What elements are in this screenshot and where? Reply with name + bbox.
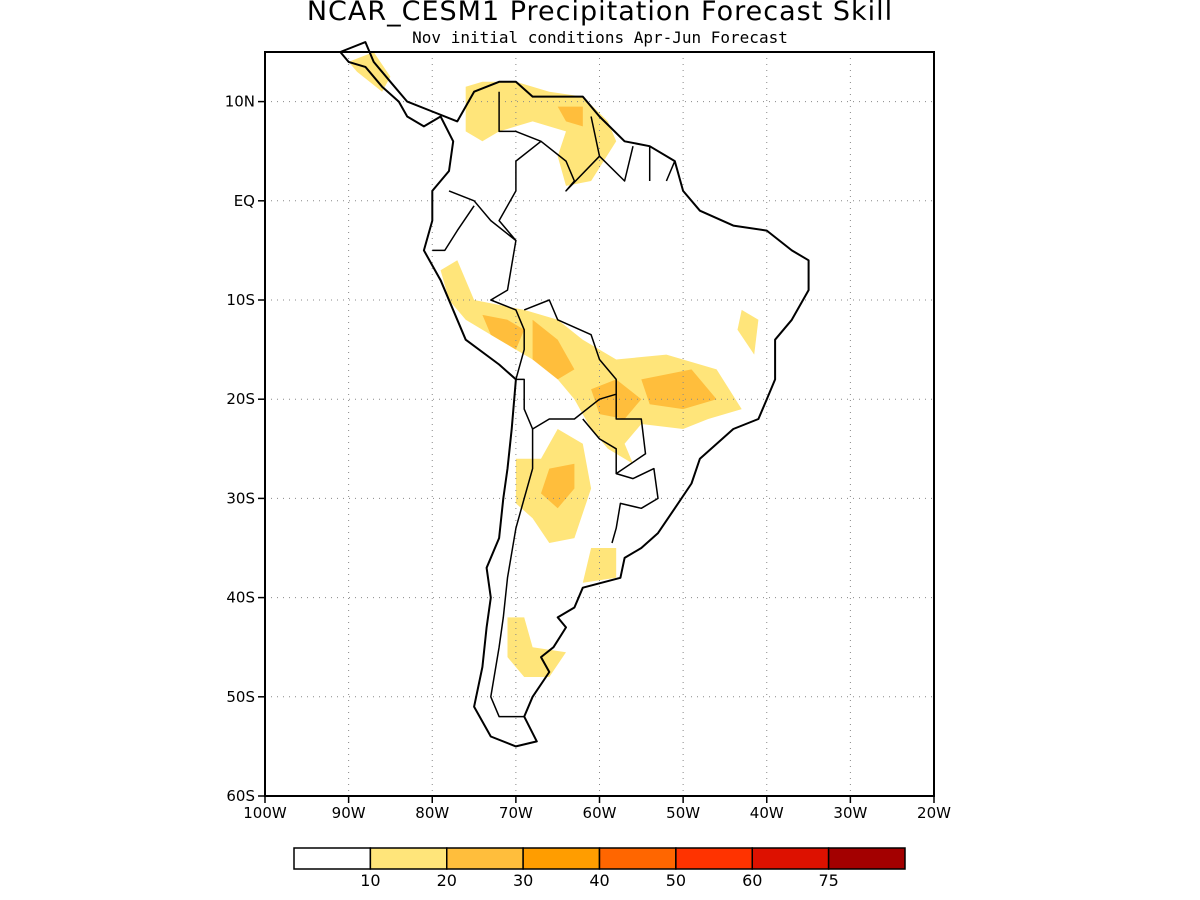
colorbar: 10 20 30 40 50 60 75: [293, 847, 906, 890]
lon-tick-label: 40W: [750, 804, 784, 822]
lat-tick-label: EQ: [234, 192, 255, 210]
skill-region-buenos-aires: [582, 548, 617, 583]
colorbar-swatch: [293, 847, 372, 870]
colorbar-label: 20: [437, 871, 457, 890]
country-border: [432, 205, 475, 252]
lon-tick-label: 30W: [833, 804, 867, 822]
lat-tick-label: 20S: [226, 390, 255, 408]
lon-tick-label: 50W: [666, 804, 700, 822]
lon-tick-label: 90W: [332, 804, 366, 822]
country-border: [448, 91, 542, 242]
lon-tick-label: 80W: [415, 804, 449, 822]
skill-region-peru-bolivia-brazil: [440, 260, 742, 464]
colorbar-swatch: [827, 847, 906, 870]
country-border: [582, 394, 647, 475]
colorbar-label: 40: [589, 871, 609, 890]
lat-tick-label: 10N: [225, 93, 255, 111]
colorbar-swatch: [369, 847, 448, 870]
country-border: [611, 467, 659, 544]
country-border: [665, 160, 676, 182]
chart-title: NCAR_CESM1 Precipitation Forecast Skill: [306, 0, 894, 27]
colorbar-label: 30: [513, 871, 533, 890]
colorbar-swatch: [598, 847, 677, 870]
colorbar-label: 10: [360, 871, 380, 890]
colorbar-label: 50: [666, 871, 686, 890]
coastline: [339, 41, 810, 748]
colorbar-swatch: [751, 847, 830, 870]
chart-subtitle: Nov initial conditions Apr-Jun Forecast: [412, 28, 788, 47]
skill-region-eastern-brazil: [737, 309, 759, 355]
colorbar-swatch: [675, 847, 753, 870]
lat-tick-label: 50S: [226, 688, 255, 706]
lon-tick-label: 70W: [499, 804, 533, 822]
lat-tick-label: 60S: [226, 787, 255, 805]
gridlines: [265, 52, 934, 796]
colorbar-swatch: [446, 847, 524, 870]
country-border: [598, 146, 634, 182]
skill-region-peru-core: [482, 314, 525, 350]
lat-tick-label: 40S: [226, 589, 255, 607]
skill-shading-layer: [348, 52, 759, 677]
lon-tick-label: 20W: [917, 804, 951, 822]
colorbar-swatch: [522, 847, 601, 870]
colorbar-label: 75: [818, 871, 838, 890]
country-border: [540, 116, 601, 192]
country-border: [490, 429, 534, 718]
skill-region-patagonia: [507, 617, 566, 677]
coastline-layer: [339, 41, 810, 748]
lon-tick-label: 60W: [583, 804, 617, 822]
skill-region-argentina-core: [541, 463, 575, 509]
country-border: [515, 299, 617, 430]
skill-region-bolivia-core: [532, 319, 575, 380]
lon-tick-label: 100W: [243, 804, 287, 822]
skill-region-venezuela-core: [557, 106, 583, 127]
lat-tick-label: 10S: [226, 291, 255, 309]
country-border: [490, 240, 525, 380]
colorbar-label: 60: [742, 871, 762, 890]
lat-tick-label: 30S: [226, 489, 255, 507]
